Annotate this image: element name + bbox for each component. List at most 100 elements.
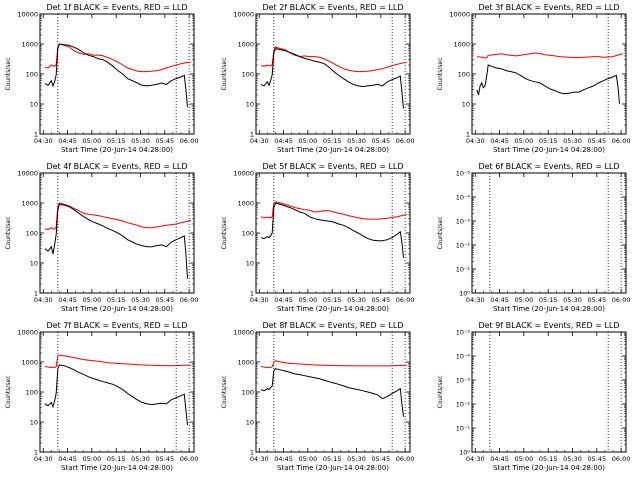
x-tick-label: 05:30	[131, 296, 150, 304]
x-tick-label: 06:00	[180, 455, 199, 463]
x-tick-label: 06:00	[396, 296, 415, 304]
y-tick-label: 10	[246, 260, 254, 268]
y-tick-label: 1000	[21, 359, 38, 367]
x-tick-label: 05:45	[155, 137, 174, 145]
y-tick-label: 10⁻⁴	[456, 194, 471, 202]
x-tick-label: 04:45	[490, 455, 509, 463]
x-tick-label: 05:45	[155, 296, 174, 304]
x-tick-label: 05:00	[83, 455, 102, 463]
x-tick-label: 05:45	[371, 137, 390, 145]
y-tick-label: 10	[30, 419, 38, 427]
x-tick-label: 04:30	[466, 296, 485, 304]
y-tick-label: 1	[34, 131, 38, 139]
y-tick-label: 10⁻⁵	[456, 170, 471, 178]
x-tick-label: 05:15	[539, 455, 558, 463]
y-tick-label: 10⁻³	[456, 218, 471, 226]
y-axis-label: Counts/sec	[221, 216, 228, 249]
y-tick-label: 10⁻¹	[456, 266, 471, 274]
y-tick-label: 100	[26, 71, 38, 79]
y-tick-label: 1000	[237, 200, 254, 208]
plot-frame	[255, 172, 411, 294]
x-axis-label: Start Time (20-Jun-14 04:28:00)	[61, 146, 173, 154]
y-tick-label: 10	[30, 260, 38, 268]
x-tick-label: 05:15	[107, 455, 126, 463]
x-tick-label: 05:00	[299, 137, 318, 145]
x-tick-label: 05:30	[347, 455, 366, 463]
x-tick-label: 05:45	[155, 455, 174, 463]
x-axis-label: Start Time (20-Jun-14 04:28:00)	[493, 146, 605, 154]
plot-frame	[471, 13, 627, 135]
x-tick-label: 04:30	[250, 137, 269, 145]
x-tick-label: 05:15	[323, 455, 342, 463]
detector-panel: Det 1f BLACK = Events, RED = LLD Counts/s…	[5, 3, 199, 154]
detector-panel: Det 3f BLACK = Events, RED = LLD Counts/s…	[437, 3, 631, 154]
x-tick-label: 05:00	[299, 296, 318, 304]
x-tick-label: 05:15	[107, 296, 126, 304]
x-tick-label: 06:00	[612, 137, 631, 145]
x-tick-label: 06:00	[180, 137, 199, 145]
y-tick-label: 10⁻³	[456, 377, 471, 385]
x-tick-label: 05:00	[515, 296, 534, 304]
x-tick-label: 06:00	[396, 137, 415, 145]
x-tick-label: 04:30	[34, 137, 53, 145]
x-tick-label: 04:30	[466, 455, 485, 463]
x-axis-label: Start Time (20-Jun-14 04:28:00)	[277, 146, 389, 154]
x-axis-label: Start Time (20-Jun-14 04:28:00)	[493, 464, 605, 472]
y-tick-label: 10⁻⁵	[456, 329, 471, 337]
y-axis-label: Counts/sec	[437, 216, 444, 249]
x-axis-label: Start Time (20-Jun-14 04:28:00)	[61, 464, 173, 472]
y-tick-label: 1000	[237, 41, 254, 49]
x-tick-label: 05:45	[587, 296, 606, 304]
event-rate-line	[44, 43, 188, 107]
y-tick-label: 100	[26, 389, 38, 397]
plot-frame	[255, 331, 411, 453]
lld-rate-line	[260, 201, 407, 220]
x-tick-label: 05:30	[131, 137, 150, 145]
y-tick-label: 100	[26, 230, 38, 238]
detector-panel: Det 4f BLACK = Events, RED = LLD Counts/s…	[5, 162, 199, 313]
x-tick-label: 04:45	[490, 296, 509, 304]
x-tick-label: 05:15	[539, 137, 558, 145]
panel-title: Det 9f BLACK = Events, RED = LLD	[478, 321, 619, 330]
plot-frame	[471, 331, 627, 453]
x-axis-label: Start Time (20-Jun-14 04:28:00)	[277, 464, 389, 472]
x-tick-label: 04:30	[34, 455, 53, 463]
plot-frame	[471, 172, 627, 294]
x-tick-label: 06:00	[180, 296, 199, 304]
event-rate-line	[260, 368, 404, 417]
event-rate-line	[44, 203, 188, 279]
x-tick-label: 04:45	[274, 455, 293, 463]
x-tick-label: 06:00	[396, 455, 415, 463]
lld-rate-line	[476, 52, 623, 59]
y-tick-label: 1000	[237, 359, 254, 367]
y-tick-label: 10000	[233, 11, 254, 19]
y-tick-label: 1	[250, 131, 254, 139]
x-tick-label: 04:45	[58, 137, 77, 145]
x-tick-label: 05:15	[107, 137, 126, 145]
y-tick-label: 1000	[21, 200, 38, 208]
x-tick-label: 05:15	[323, 137, 342, 145]
y-tick-label: 10000	[233, 170, 254, 178]
y-tick-label: 1	[34, 449, 38, 457]
x-axis-label: Start Time (20-Jun-14 04:28:00)	[493, 305, 605, 313]
y-tick-label: 10⁰	[459, 449, 470, 457]
x-tick-label: 04:30	[250, 296, 269, 304]
x-tick-label: 04:45	[58, 296, 77, 304]
lld-rate-line	[44, 354, 191, 369]
y-tick-label: 10000	[233, 329, 254, 337]
y-tick-label: 1000	[21, 41, 38, 49]
detector-panel: Det 5f BLACK = Events, RED = LLD Counts/s…	[221, 162, 415, 313]
y-tick-label: 10⁻⁴	[456, 353, 471, 361]
detector-panel: Det 9f BLACK = Events, RED = LLD Counts/s…	[437, 321, 631, 472]
y-tick-label: 1000	[453, 41, 470, 49]
detector-panel: Det 2f BLACK = Events, RED = LLD Counts/s…	[221, 3, 415, 154]
y-tick-label: 10⁻²	[456, 242, 471, 250]
y-tick-label: 10⁻¹	[456, 425, 471, 433]
y-tick-label: 100	[242, 71, 254, 79]
lld-rate-line	[260, 360, 407, 369]
event-rate-line	[260, 48, 404, 109]
panel-title: Det 4f BLACK = Events, RED = LLD	[46, 162, 187, 171]
x-tick-label: 05:15	[539, 296, 558, 304]
x-tick-label: 06:00	[612, 455, 631, 463]
panel-title: Det 2f BLACK = Events, RED = LLD	[262, 3, 403, 12]
